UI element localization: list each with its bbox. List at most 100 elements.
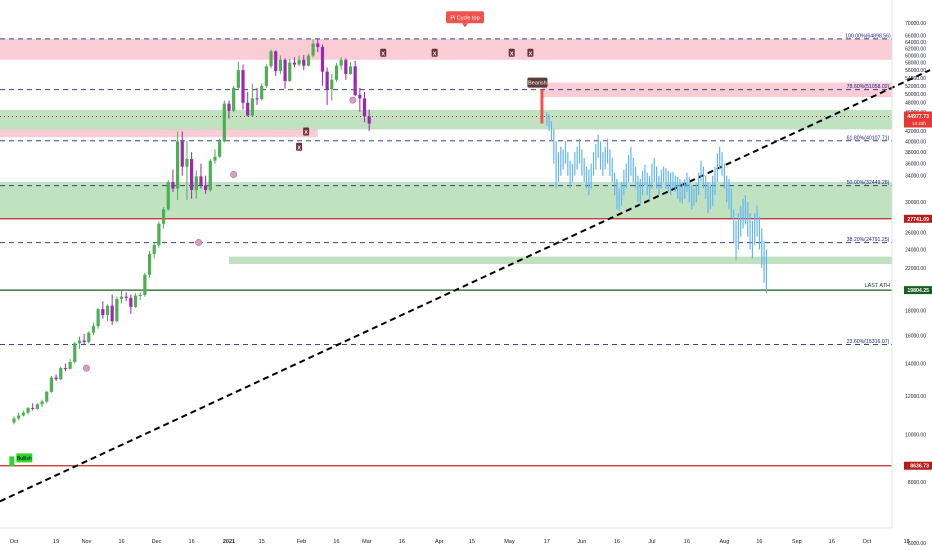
candle[interactable] [96,307,100,329]
candle[interactable] [269,49,273,69]
candle[interactable] [194,170,198,199]
candle[interactable] [208,158,212,192]
exit-marker[interactable]: X [508,48,515,58]
candle[interactable] [105,304,110,322]
candle[interactable] [129,294,133,314]
candle[interactable] [77,336,82,349]
candle[interactable] [316,38,320,53]
exit-marker[interactable]: X [431,48,438,58]
candle[interactable] [49,375,54,393]
candle[interactable] [250,83,254,117]
candle[interactable] [54,374,58,381]
signal-circle-marker[interactable] [82,364,90,372]
candle[interactable] [218,138,222,158]
candle[interactable] [362,92,367,123]
candle[interactable] [241,64,245,110]
candle[interactable] [311,39,315,58]
exit-marker[interactable]: X [303,127,310,137]
candle[interactable] [152,243,156,259]
candle[interactable] [110,294,114,325]
exit-marker[interactable]: X [380,48,387,58]
candle[interactable] [204,175,208,194]
candle[interactable] [63,363,68,372]
candle[interactable] [344,58,348,80]
candle[interactable] [45,390,49,404]
candle[interactable] [166,180,170,211]
candle[interactable] [288,59,292,82]
candle[interactable] [348,61,353,75]
candle[interactable] [31,403,35,411]
candle[interactable] [278,55,283,74]
candle[interactable] [82,333,86,345]
candle[interactable] [358,87,362,112]
candle[interactable] [101,301,105,319]
candle[interactable] [115,296,119,323]
candle[interactable] [255,87,259,105]
candle[interactable] [325,67,329,105]
pi-cycle-top-label[interactable]: Pi Cycle top [446,11,484,28]
candle[interactable] [147,251,152,278]
candle-series[interactable] [12,38,371,425]
candle[interactable] [175,131,180,201]
candle[interactable] [68,359,72,370]
time-axis[interactable]: Oct 19 Nov 16 Dec 16 2021 15 Feb 16 Mar 16 Apr 15 May 1… [0,527,910,545]
signal-circle-marker[interactable] [195,239,203,247]
candle[interactable] [73,341,77,364]
candle[interactable] [26,406,30,415]
candle[interactable] [40,399,44,407]
signal-markers[interactable]: Bullish X X X X X X Pi Cycle top Bearish [9,11,548,467]
candle[interactable] [260,83,264,101]
candle[interactable] [274,50,278,76]
candle[interactable] [367,109,371,132]
candle[interactable] [161,207,166,229]
candle[interactable] [190,152,194,199]
candle[interactable] [185,141,189,201]
candle[interactable] [199,163,203,189]
signal-circle-marker[interactable] [349,96,357,104]
candle[interactable] [12,416,16,425]
candle[interactable] [292,57,297,68]
candle[interactable] [339,57,343,71]
candle[interactable] [17,412,21,421]
candle-body [316,43,320,47]
candle[interactable] [264,64,268,88]
candle[interactable] [353,60,357,97]
candle[interactable] [171,169,175,192]
candle[interactable] [119,290,124,304]
candle[interactable] [232,85,236,113]
time-tick-label: May [504,539,515,545]
candle[interactable] [297,55,301,67]
exit-marker[interactable]: X [296,142,303,152]
fib-level-label: 100.00%(64898.56) [845,33,891,39]
candle[interactable] [124,292,128,302]
candle[interactable] [35,403,39,410]
candle[interactable] [87,331,91,344]
recent-bar-series[interactable] [546,111,768,294]
candle[interactable] [236,61,240,90]
candle[interactable] [133,293,138,308]
candle[interactable] [157,221,161,248]
candle[interactable] [21,410,25,417]
bullish-signal-label[interactable]: Bullish [9,453,33,467]
candle[interactable] [283,58,287,89]
candle-body [59,368,63,380]
price-tick-label: 22000.00 [905,266,926,272]
bearish-signal-label[interactable]: Bearish [527,77,548,124]
signal-circle-marker[interactable] [230,170,238,178]
candle[interactable] [143,272,147,297]
candle[interactable] [91,322,96,336]
candle[interactable] [246,92,250,117]
exit-marker[interactable]: X [527,48,534,58]
candle[interactable] [222,100,226,143]
candle[interactable] [302,55,306,71]
candle[interactable] [227,100,231,119]
candle[interactable] [59,366,63,381]
candle[interactable] [306,53,311,67]
candle[interactable] [180,131,184,176]
candle[interactable] [138,292,142,300]
candle[interactable] [330,73,334,101]
candle[interactable] [334,63,339,82]
candle[interactable] [213,149,217,164]
candle[interactable] [320,44,325,86]
